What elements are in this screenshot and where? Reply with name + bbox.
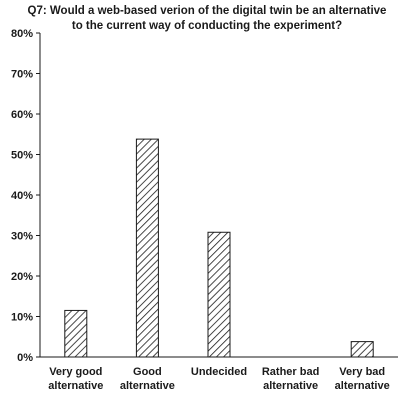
x-axis-labels: Very good alternative Good alternative Undec… — [48, 366, 389, 392]
chart-title-line-2: to the current way of conducting the exp… — [72, 20, 342, 32]
y-tick-label: 30% — [11, 231, 33, 243]
x-category-label: alternative — [120, 380, 175, 392]
x-category-label: alternative — [335, 380, 390, 392]
y-tick-label: 0% — [17, 352, 33, 364]
y-tick-label: 60% — [11, 109, 33, 121]
x-category-label: alternative — [263, 380, 318, 392]
bar-5 — [350, 341, 374, 358]
bar-1 — [64, 309, 88, 358]
chart-title-line-1: Q7: Would a web-based verion of the digi… — [28, 5, 387, 17]
y-axis-ticks: 0% 10% 20% 30% 40% 50% 60% 70% 80% — [11, 28, 40, 364]
y-tick-label: 40% — [11, 190, 33, 202]
y-tick-label: 80% — [11, 28, 33, 40]
y-tick-label: 10% — [11, 312, 33, 324]
bar-2 — [135, 138, 159, 358]
bars — [64, 138, 374, 358]
y-tick-label: 20% — [11, 271, 33, 283]
y-tick-label: 50% — [11, 150, 33, 162]
x-category-label: Good — [133, 366, 162, 378]
x-category-label: Very good — [49, 366, 102, 378]
bar-3 — [207, 231, 231, 358]
x-category-label: Rather bad — [262, 366, 319, 378]
x-category-label: Very bad — [339, 366, 385, 378]
x-category-label: alternative — [48, 380, 103, 392]
y-tick-label: 70% — [11, 69, 33, 81]
x-category-label: Undecided — [191, 366, 247, 378]
